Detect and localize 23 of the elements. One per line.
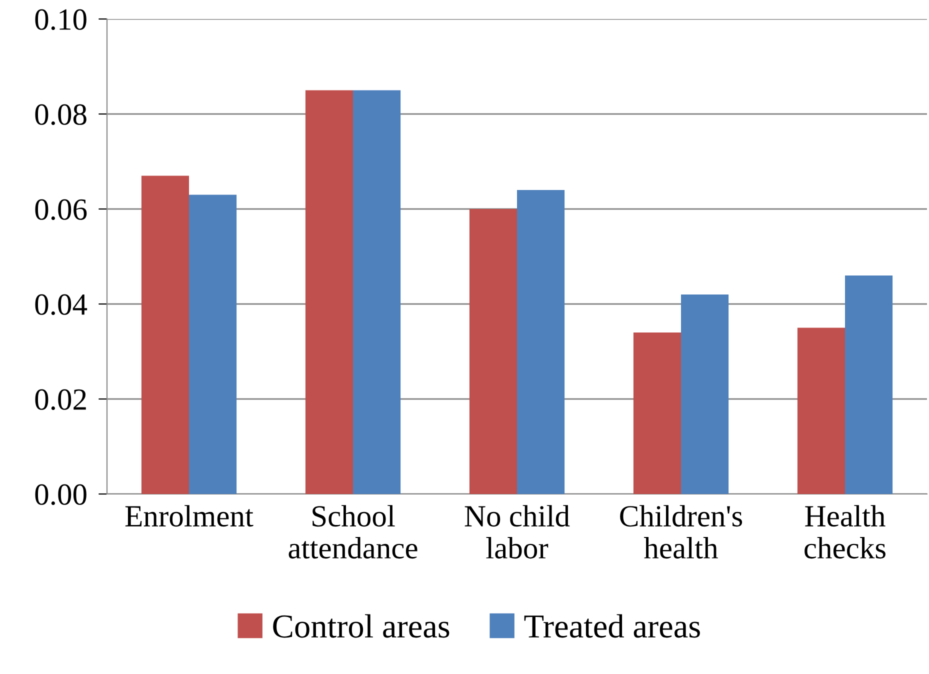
bar bbox=[845, 276, 893, 494]
y-tick-label: 0.08 bbox=[35, 104, 86, 126]
y-tick-label: 0.00 bbox=[35, 484, 86, 506]
bar bbox=[141, 176, 189, 494]
bar bbox=[633, 332, 681, 494]
x-tick-label: No child labor bbox=[464, 505, 570, 559]
x-tick-label: Health checks bbox=[804, 505, 886, 559]
y-tick-label: 0.10 bbox=[35, 9, 86, 30]
legend-label: Control areas bbox=[273, 614, 450, 638]
x-tick-label: School attendance bbox=[288, 505, 418, 559]
y-tick-label: 0.02 bbox=[35, 389, 86, 410]
bar bbox=[189, 194, 237, 494]
bar bbox=[305, 90, 353, 494]
bar bbox=[681, 294, 729, 494]
bar bbox=[353, 90, 401, 494]
bar bbox=[797, 328, 845, 494]
legend-label: Treated areas bbox=[524, 614, 700, 638]
x-tick-label: Enrolment bbox=[125, 505, 254, 527]
bar bbox=[469, 209, 517, 494]
bar bbox=[517, 190, 565, 494]
y-tick-label: 0.06 bbox=[35, 199, 87, 220]
y-tick-label: 0.04 bbox=[35, 294, 88, 316]
x-tick-label: Children's health bbox=[620, 505, 742, 559]
